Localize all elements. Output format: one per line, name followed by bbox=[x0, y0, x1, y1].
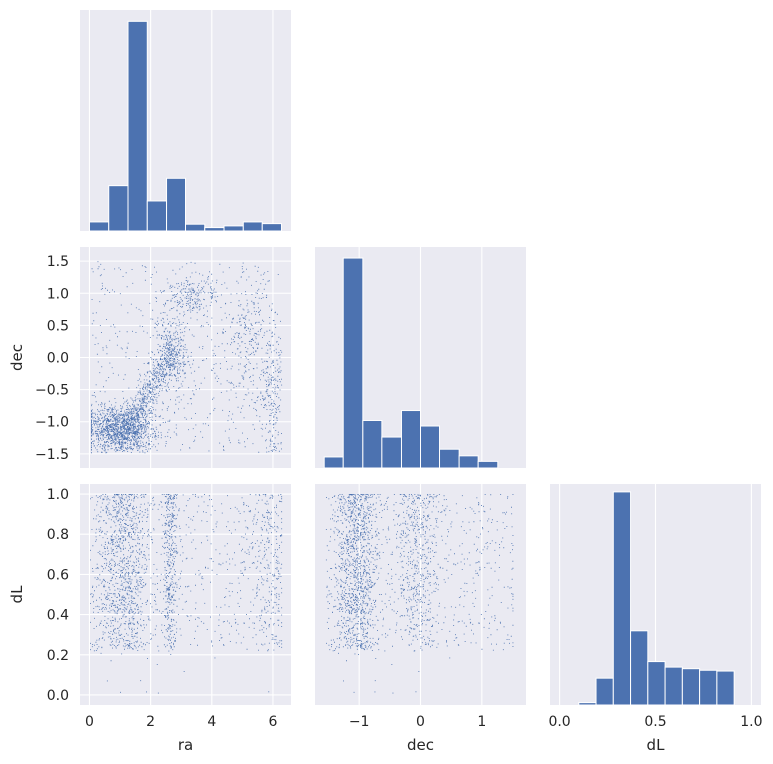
x-axis-label: dL bbox=[647, 736, 666, 754]
ra-hist-bar bbox=[88, 221, 110, 231]
x-tick-label: 1.0 bbox=[740, 714, 762, 730]
ra-vs-dec-marks bbox=[91, 261, 283, 454]
y-axis-label: dec bbox=[8, 344, 26, 371]
dL-hist-bar bbox=[681, 668, 701, 705]
panel-ra-hist bbox=[80, 10, 291, 231]
x-tick-label: 0.0 bbox=[548, 714, 570, 730]
x-tick-label: 0 bbox=[416, 714, 425, 730]
dec-hist-bar bbox=[439, 448, 460, 468]
y-tick-label: 1.5 bbox=[47, 254, 69, 270]
panel-background bbox=[80, 484, 291, 705]
y-tick-label: 1.0 bbox=[47, 286, 69, 302]
dec-vs-dL-marks bbox=[325, 494, 514, 694]
y-tick-label: −1.5 bbox=[35, 447, 69, 463]
dec-vs-dL-points bbox=[325, 494, 514, 694]
ra-hist-bar bbox=[204, 227, 225, 231]
dec-hist-bar bbox=[381, 436, 402, 468]
y-tick-label: −1.0 bbox=[35, 415, 69, 431]
y-tick-label: 0.4 bbox=[47, 608, 69, 624]
x-axis-label: dec bbox=[407, 736, 434, 754]
x-axis-label: ra bbox=[178, 736, 193, 754]
panel-ra-vs-dec: −1.5 −1.0 −0.5 0.0 0.5 1.0 1.5 dec bbox=[8, 247, 291, 468]
x-tick-label: 0 bbox=[85, 714, 94, 730]
ra-hist-marks bbox=[88, 20, 283, 231]
ra-hist-bar bbox=[223, 225, 244, 231]
y-tick-label: −0.5 bbox=[35, 383, 69, 399]
x-tick-label: 2 bbox=[146, 714, 155, 730]
dec-hist-bar bbox=[323, 456, 344, 468]
x-tick-label: −1 bbox=[349, 714, 370, 730]
y-tick-label: 0.0 bbox=[47, 351, 69, 367]
dec-hist-bar bbox=[342, 257, 364, 468]
panel-dec-hist bbox=[315, 247, 526, 468]
ra-vs-dec-points bbox=[91, 261, 283, 454]
y-tick-label: 0.2 bbox=[47, 648, 69, 664]
panel-dL-hist: 0.0 0.5 1.0 dL bbox=[548, 484, 763, 754]
panel-dec-vs-dL: −1 0 1 dec bbox=[315, 484, 526, 754]
x-tick-label: 1 bbox=[477, 714, 486, 730]
dec-hist-marks bbox=[323, 257, 499, 468]
dec-hist-bar bbox=[420, 425, 441, 468]
ra-hist-bar bbox=[166, 177, 186, 231]
dL-hist-bar bbox=[595, 677, 614, 705]
x-tick-label: 0.5 bbox=[644, 714, 666, 730]
y-tick-label: 0.8 bbox=[47, 527, 69, 543]
dL-hist-bar bbox=[612, 491, 632, 705]
dL-hist-bar bbox=[630, 630, 649, 705]
ra-hist-bar bbox=[242, 221, 263, 231]
dL-hist-bar bbox=[664, 666, 683, 705]
dec-hist-bar bbox=[362, 419, 383, 468]
dL-hist-bar bbox=[716, 670, 735, 705]
x-tick-label: 6 bbox=[268, 714, 277, 730]
dec-hist-bar bbox=[400, 410, 422, 468]
ra-hist-bar bbox=[185, 223, 206, 231]
dL-hist-bar bbox=[699, 669, 718, 705]
dL-hist-bar bbox=[647, 661, 666, 705]
ra-hist-bar bbox=[108, 185, 129, 231]
y-tick-label: 0.0 bbox=[47, 688, 69, 704]
dec-hist-bar bbox=[477, 460, 499, 468]
y-tick-label: 0.5 bbox=[47, 318, 69, 334]
ra-hist-bar bbox=[127, 20, 148, 231]
dL-hist-bar bbox=[578, 702, 597, 705]
ra-hist-bar bbox=[146, 200, 168, 231]
y-tick-label: 0.6 bbox=[47, 567, 69, 583]
y-axis-label: dL bbox=[8, 585, 26, 604]
ra-hist-bar bbox=[261, 223, 283, 231]
x-tick-label: 4 bbox=[207, 714, 216, 730]
dec-hist-bar bbox=[458, 455, 479, 468]
y-tick-label: 1.0 bbox=[47, 487, 69, 503]
panel-ra-vs-dL: 0.0 0.2 0.4 0.6 0.8 1.0 0 2 4 6 ra dL bbox=[8, 484, 291, 754]
dL-hist-marks bbox=[578, 491, 735, 705]
